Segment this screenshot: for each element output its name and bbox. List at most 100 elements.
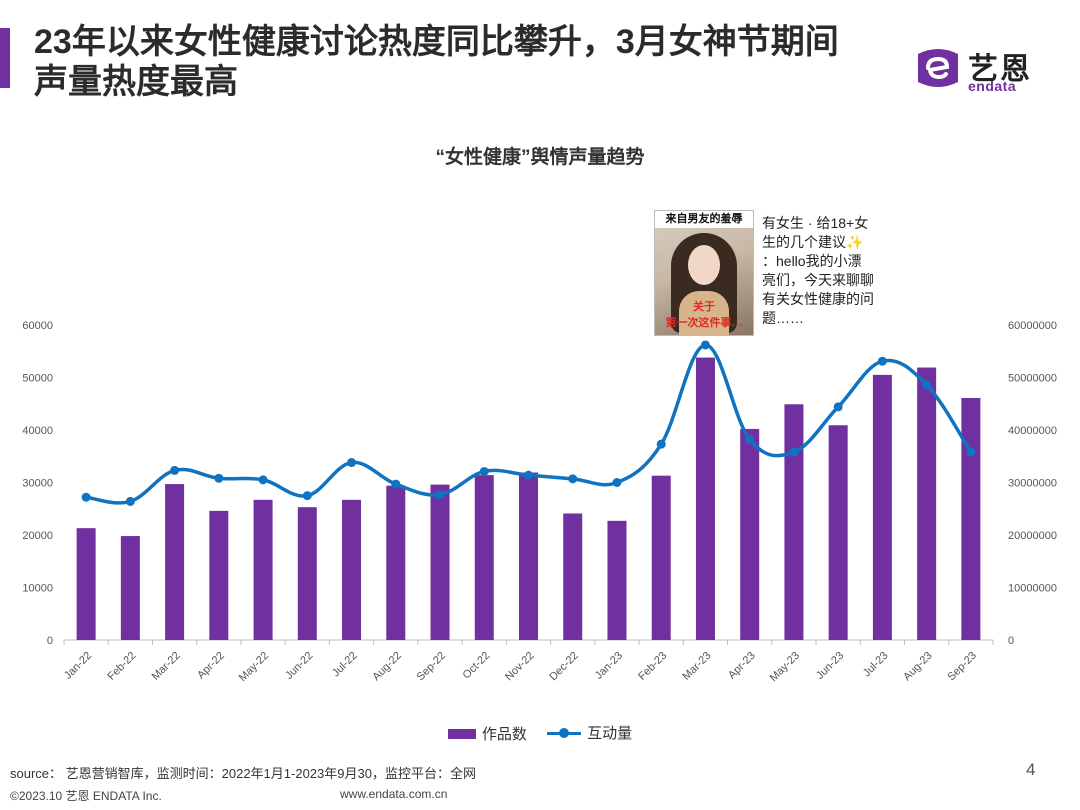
bar-works: [607, 520, 627, 640]
annotation-image-caption-bottom-1: 关于: [693, 301, 715, 313]
bar-works: [872, 374, 892, 640]
point-interactions: [302, 491, 312, 501]
point-interactions: [258, 475, 268, 485]
bar-works: [430, 484, 450, 640]
annotation-image-caption-top: 来自男友的羞辱: [655, 211, 753, 228]
chart-title: “女性健康”舆情声量趋势: [435, 147, 645, 168]
x-tick-label: Feb-22: [105, 650, 138, 683]
bar-works: [519, 472, 538, 640]
x-tick-label: Oct-22: [461, 650, 493, 682]
footer-website: www.endata.com.cn: [340, 787, 448, 801]
x-tick-label: May-23: [768, 650, 802, 684]
bar-works: [297, 507, 317, 640]
y-right-tick-label: 20000000: [1008, 530, 1057, 542]
y-right-tick-label: 30000000: [1008, 478, 1057, 490]
page-title: 23年以来女性健康讨论热度同比攀升，3月女神节期间声量热度最高: [34, 23, 839, 101]
y-left-tick-label: 20000: [22, 530, 53, 542]
footer-copyright: ©2023.10 艺恩 ENDATA Inc.: [10, 789, 162, 803]
x-tick-label: Jun-22: [283, 650, 315, 682]
point-interactions: [81, 492, 91, 502]
bar-works: [651, 475, 671, 640]
y-left-tick-label: 50000: [22, 373, 53, 385]
y-right-tick-label: 0: [1008, 635, 1014, 647]
x-tick-label: Dec-22: [547, 650, 581, 684]
point-interactions: [833, 402, 843, 412]
x-tick-label: May-22: [237, 650, 271, 684]
bar-works: [695, 357, 715, 640]
point-interactions: [214, 473, 224, 483]
legend-bar-swatch: [447, 728, 476, 739]
annotation-image-body: [679, 291, 729, 335]
annotation-image-caption-bottom-2: 第一次这件事…: [665, 317, 743, 329]
point-interactions: [922, 380, 932, 390]
point-interactions: [524, 470, 533, 480]
point-interactions: [125, 496, 135, 506]
bar-works: [253, 499, 273, 640]
bar-works: [386, 485, 406, 640]
bar-works: [961, 397, 981, 640]
x-tick-label: Sep-22: [415, 650, 449, 684]
annotation-image: 来自男友的羞辱 关于 第一次这件事…: [654, 210, 754, 336]
page-number: 4: [1026, 760, 1036, 779]
logo-chinese-text: 艺恩: [968, 53, 1032, 86]
point-interactions: [391, 479, 401, 489]
bar-works: [165, 484, 185, 640]
x-tick-label: Apr-22: [195, 650, 227, 682]
bar-works: [828, 425, 848, 640]
line-interactions: [85, 343, 973, 505]
y-right-tick-label: 40000000: [1008, 425, 1057, 437]
logo-english-text: endata: [968, 78, 1017, 94]
bar-works: [76, 528, 96, 640]
legend-line-swatch: [547, 727, 582, 739]
y-left-tick-label: 0: [47, 635, 53, 647]
y-left-tick-label: 10000: [22, 583, 53, 595]
y-left-tick-label: 40000: [22, 425, 53, 437]
legend-label-interactions: 互动量: [587, 725, 633, 742]
point-interactions: [612, 478, 622, 487]
x-tick-label: Mar-22: [150, 650, 183, 683]
bar-works: [120, 536, 140, 640]
y-right-tick-label: 10000000: [1008, 583, 1057, 595]
legend-label-works: 作品数: [481, 726, 527, 743]
point-interactions: [170, 465, 180, 475]
legend-item-interactions: 互动量: [547, 722, 632, 743]
annotation-image-face: [688, 245, 720, 285]
x-tick-label: Jan-23: [593, 650, 625, 682]
point-interactions: [479, 466, 489, 476]
annotation-text: 有女生 · 给18+女生的几个建议✨ ：hello我的小漂亮们，今天来聊聊有关女…: [762, 215, 874, 326]
y-left-tick-label: 60000: [22, 320, 53, 332]
bar-works: [342, 499, 362, 640]
bar-works: [563, 513, 583, 640]
y-right-tick-label: 50000000: [1008, 373, 1057, 385]
chart-legend: 作品数 互动量: [0, 722, 1080, 744]
x-tick-label: Aug-22: [370, 650, 404, 684]
endata-logo: 艺恩 endata: [912, 42, 1062, 98]
legend-item-works: 作品数: [447, 723, 527, 744]
point-interactions: [700, 340, 710, 350]
bar-works: [209, 510, 229, 640]
bar-works: [784, 404, 804, 640]
x-tick-label: Nov-22: [503, 650, 537, 684]
source-note: source： 艺恩营销智库，监测时间：2022年1月1-2023年9月30，监…: [10, 766, 476, 781]
x-tick-label: Aug-23: [901, 650, 935, 684]
point-interactions: [656, 439, 666, 449]
bar-works: [474, 475, 494, 640]
x-tick-label: Feb-23: [636, 650, 669, 683]
point-interactions: [789, 447, 799, 457]
endata-logo-icon: [918, 49, 958, 87]
bar-works: [917, 367, 937, 640]
point-interactions: [877, 356, 887, 366]
bar-works: [740, 428, 760, 640]
point-interactions: [966, 447, 976, 457]
point-interactions: [435, 490, 445, 500]
point-interactions: [347, 458, 357, 468]
y-right-tick-label: 60000000: [1008, 320, 1057, 332]
x-tick-label: Jan-22: [62, 650, 94, 682]
point-interactions: [745, 434, 755, 444]
title-accent-bar: [0, 28, 10, 88]
x-tick-label: Jul-23: [861, 650, 891, 680]
x-tick-label: Apr-23: [726, 650, 758, 682]
x-tick-label: Jul-22: [330, 650, 360, 680]
point-interactions: [568, 474, 578, 484]
